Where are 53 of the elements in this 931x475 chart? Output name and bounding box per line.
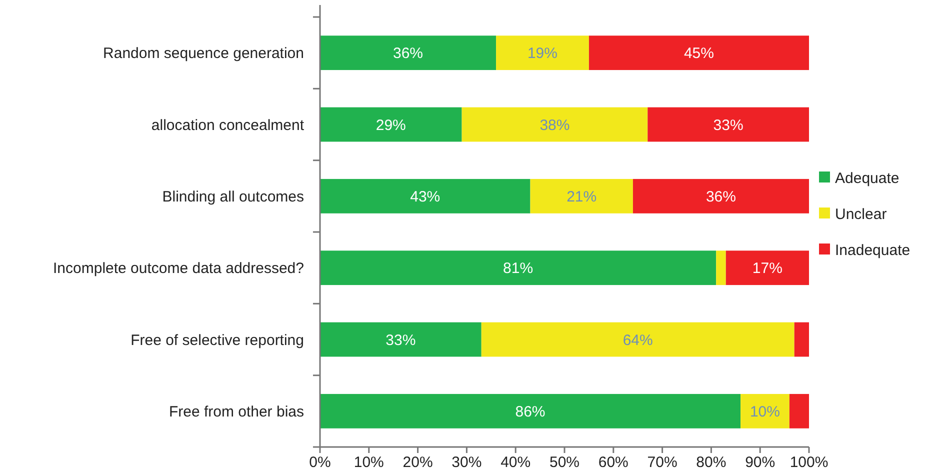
y-tick-label: Free of selective reporting: [130, 332, 304, 349]
bar: [320, 36, 496, 70]
y-tick-label: Incomplete outcome data addressed?: [53, 260, 304, 278]
bar: [726, 250, 809, 286]
data-label: 64%: [622, 332, 653, 349]
data-label: 21%: [566, 188, 597, 206]
bar: [794, 322, 809, 357]
x-tick-label: 20%: [402, 454, 433, 471]
x-tick-label: 50%: [549, 454, 580, 471]
data-label: 86%: [515, 403, 546, 420]
x-tick-label: 60%: [598, 454, 628, 471]
y-tick-label: allocation concealment: [151, 116, 305, 134]
legend-label: Unclear: [835, 206, 887, 223]
x-tick-label: 40%: [500, 454, 531, 471]
x-tick-label: 90%: [745, 454, 776, 471]
data-label: 36%: [706, 188, 736, 206]
bar: [588, 36, 809, 70]
bar: [632, 178, 809, 214]
y-tick-label: Free from other bias: [168, 403, 304, 420]
data-label: 43%: [410, 188, 440, 206]
bar: [789, 394, 809, 428]
bar: [462, 107, 648, 142]
data-label: 33%: [713, 116, 744, 134]
data-label: 29%: [376, 116, 406, 134]
x-tick-label: 30%: [452, 454, 482, 471]
bar: [648, 107, 809, 142]
bar: [320, 394, 741, 428]
bar: [496, 36, 589, 70]
bar: [320, 322, 482, 357]
y-tick-label: Random sequence generation: [103, 45, 304, 62]
data-label: 45%: [684, 45, 714, 62]
data-label: 17%: [752, 260, 782, 278]
bar: [740, 394, 790, 428]
x-tick-label: 70%: [647, 454, 678, 471]
data-label: 38%: [540, 116, 570, 134]
bar: [481, 322, 794, 357]
bar: [320, 250, 716, 286]
data-label: 19%: [527, 45, 558, 62]
legend-label: Adequate: [835, 170, 900, 187]
y-tick-label: Blinding all outcomes: [162, 188, 304, 206]
x-tick-label: 0%: [309, 454, 331, 471]
data-label: 36%: [393, 45, 424, 62]
x-tick-label: 80%: [696, 454, 726, 471]
data-label: 10%: [750, 403, 780, 420]
data-label: 33%: [386, 332, 416, 349]
bar: [530, 178, 633, 214]
bar: [320, 178, 530, 214]
x-tick-label: 100%: [790, 454, 828, 471]
bar: [320, 107, 462, 142]
x-tick-label: 10%: [354, 454, 384, 471]
legend-label: Inadequate: [835, 242, 910, 259]
data-label: 81%: [503, 260, 534, 278]
bar: [716, 250, 726, 286]
